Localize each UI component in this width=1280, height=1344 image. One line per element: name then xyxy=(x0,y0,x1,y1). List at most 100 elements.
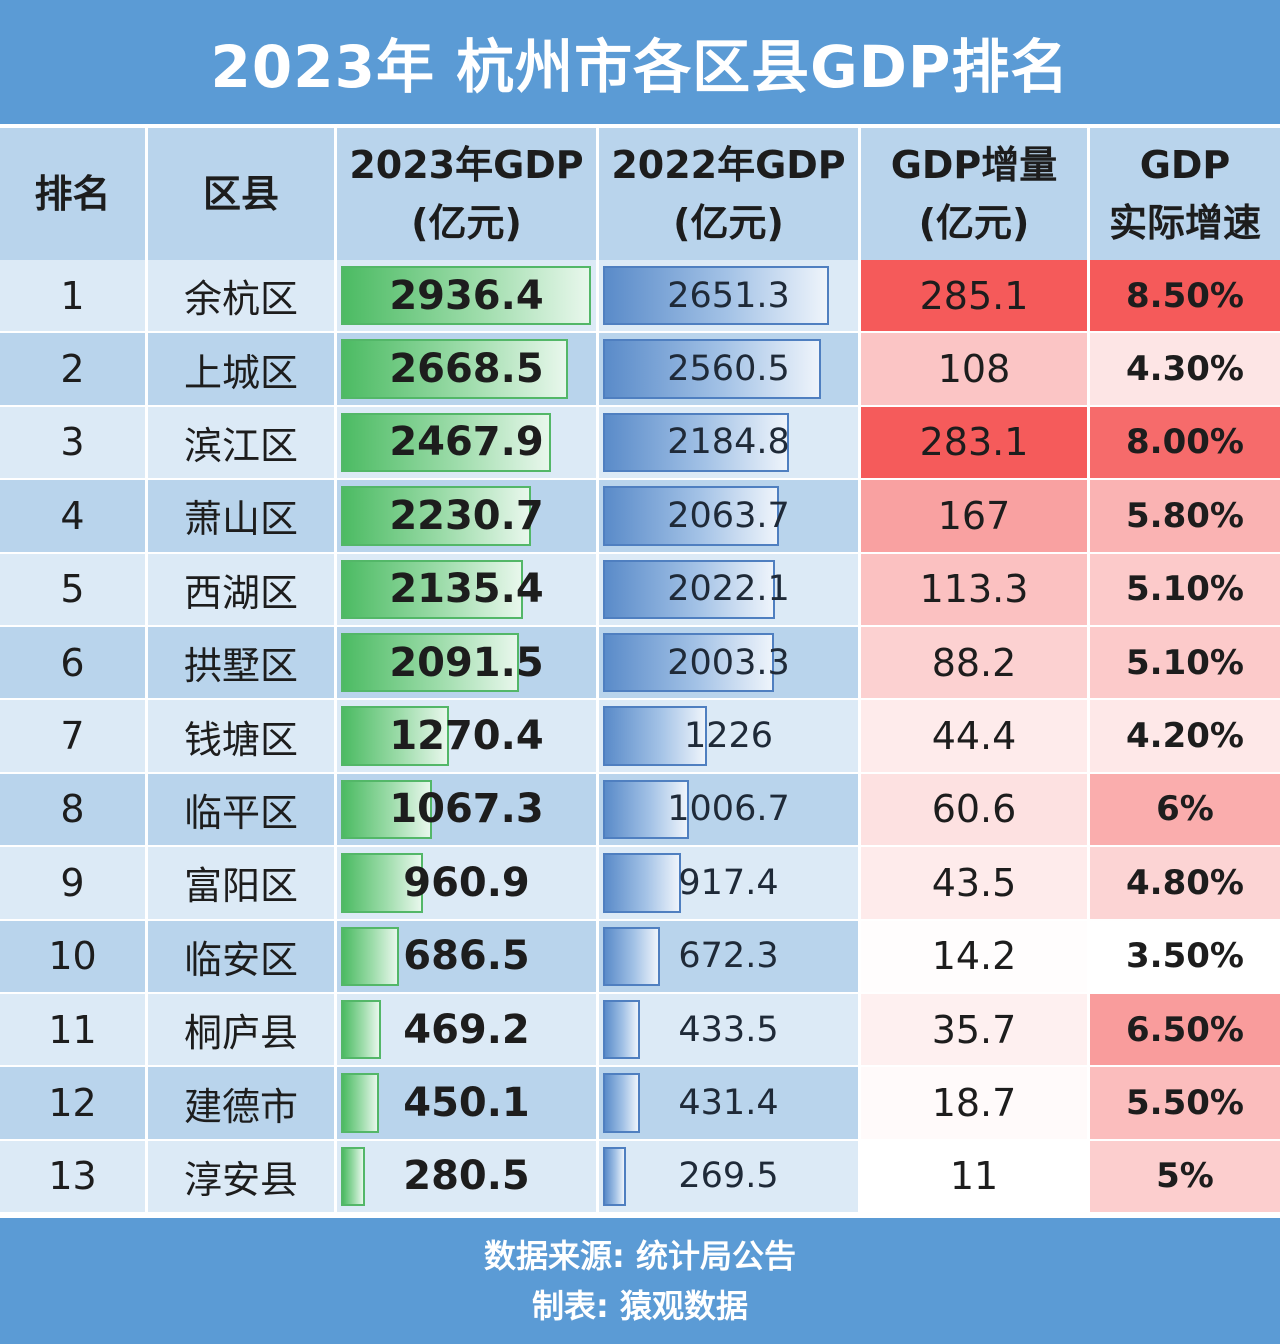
district-cell: 拱墅区 xyxy=(148,627,337,701)
district-cell: 淳安县 xyxy=(148,1140,337,1215)
gdp2022-cell: 2003.3 xyxy=(599,627,861,701)
growth-cell: 5.10% xyxy=(1090,627,1280,701)
rank-value: 6 xyxy=(60,640,85,685)
gdp2023-cell: 2091.5 xyxy=(337,627,599,701)
gdp2022-bar xyxy=(603,1073,640,1133)
district-name: 桐庐县 xyxy=(183,1011,298,1056)
rank-value: 5 xyxy=(60,567,85,612)
increase-cell: 113.3 xyxy=(861,553,1090,627)
gdp-ranking-table: 排名 区县 2023年GDP (亿元) 2022年GDP (亿元) GDP增量 … xyxy=(0,128,1280,1215)
rank-value: 8 xyxy=(60,787,85,832)
gdp2023-cell: 2936.4 xyxy=(337,260,599,334)
growth-cell: 6.50% xyxy=(1090,994,1280,1068)
gdp2022-value: 433.5 xyxy=(678,1009,779,1050)
growth-value: 5.10% xyxy=(1126,569,1244,610)
district-cell: 萧山区 xyxy=(148,480,337,554)
increase-cell: 285.1 xyxy=(861,260,1090,334)
gdp2022-bar xyxy=(603,486,779,546)
growth-cell: 5.10% xyxy=(1090,553,1280,627)
district-cell: 临安区 xyxy=(148,920,337,994)
gdp2023-cell: 1067.3 xyxy=(337,773,599,848)
increase-value: 43.5 xyxy=(931,860,1017,905)
gdp2023-value: 2230.7 xyxy=(389,492,544,539)
rank-value: 2 xyxy=(60,347,85,392)
growth-cell: 5.80% xyxy=(1090,480,1280,554)
rank-value: 13 xyxy=(48,1154,97,1199)
gdp2022-cell: 2184.8 xyxy=(599,406,861,481)
gdp2023-bar xyxy=(341,779,432,840)
gdp2023-bar xyxy=(341,926,400,986)
growth-cell: 4.80% xyxy=(1090,847,1280,921)
footer-source: 数据来源: 统计局公告 xyxy=(484,1237,796,1275)
header-growth: GDP 实际增速 xyxy=(1090,128,1280,260)
increase-value: 113.3 xyxy=(919,567,1029,612)
rank-cell: 6 xyxy=(0,627,148,701)
header-rank: 排名 xyxy=(0,128,148,260)
growth-value: 5.50% xyxy=(1126,1083,1244,1124)
increase-cell: 283.1 xyxy=(861,406,1090,481)
district-name: 临安区 xyxy=(183,937,298,982)
gdp2022-bar xyxy=(603,779,689,840)
growth-cell: 5% xyxy=(1090,1140,1280,1215)
gdp2022-value: 2063.7 xyxy=(667,495,790,536)
gdp2022-bar xyxy=(603,339,821,399)
gdp2023-value: 1270.4 xyxy=(389,713,544,760)
gdp2022-value: 2651.3 xyxy=(667,275,790,316)
gdp2023-value: 960.9 xyxy=(403,859,530,906)
increase-cell: 167 xyxy=(861,480,1090,554)
gdp2022-cell: 269.5 xyxy=(599,1140,861,1215)
rank-cell: 4 xyxy=(0,480,148,554)
gdp2023-cell: 686.5 xyxy=(337,920,599,994)
header-increase-line1: GDP增量 xyxy=(890,143,1058,187)
gdp2022-value: 2560.5 xyxy=(667,349,790,390)
gdp2022-cell: 1226 xyxy=(599,700,861,774)
rank-cell: 8 xyxy=(0,773,148,848)
gdp2022-bar xyxy=(603,706,708,766)
gdp2023-value: 1067.3 xyxy=(389,786,544,833)
district-cell: 临平区 xyxy=(148,773,337,848)
gdp2022-value: 431.4 xyxy=(678,1083,779,1124)
table-row: 3 滨江区 2467.9 2184.8 283.1 8.00% xyxy=(0,406,1280,481)
growth-value: 8.00% xyxy=(1126,422,1244,463)
district-name: 萧山区 xyxy=(183,497,298,542)
table-row: 6 拱墅区 2091.5 2003.3 88.2 5.10% xyxy=(0,627,1280,701)
gdp2022-value: 2022.1 xyxy=(667,569,790,610)
gdp2022-cell: 433.5 xyxy=(599,994,861,1068)
title-bar: 2023年 杭州市各区县GDP排名 xyxy=(0,0,1280,124)
gdp2023-cell: 2135.4 xyxy=(337,553,599,627)
table-row: 13 淳安县 280.5 269.5 11 5% xyxy=(0,1140,1280,1215)
gdp2022-value: 1226 xyxy=(683,716,774,757)
gdp2023-value: 2091.5 xyxy=(389,639,544,686)
gdp2022-bar xyxy=(603,1000,640,1060)
rank-cell: 7 xyxy=(0,700,148,774)
increase-cell: 14.2 xyxy=(861,920,1090,994)
table-row: 7 钱塘区 1270.4 1226 44.4 4.20% xyxy=(0,700,1280,774)
gdp2023-bar xyxy=(341,266,591,326)
increase-cell: 88.2 xyxy=(861,627,1090,701)
district-name: 余杭区 xyxy=(183,277,298,322)
gdp2023-bar xyxy=(341,412,552,473)
rank-value: 9 xyxy=(60,860,85,905)
growth-value: 4.80% xyxy=(1126,862,1244,903)
district-name: 钱塘区 xyxy=(183,717,298,762)
district-cell: 桐庐县 xyxy=(148,994,337,1068)
increase-value: 108 xyxy=(937,347,1011,392)
district-name: 西湖区 xyxy=(183,570,298,615)
gdp2023-bar xyxy=(341,853,423,913)
gdp2023-cell: 2230.7 xyxy=(337,480,599,554)
gdp2023-cell: 1270.4 xyxy=(337,700,599,774)
table-row: 11 桐庐县 469.2 433.5 35.7 6.50% xyxy=(0,994,1280,1068)
gdp2023-bar xyxy=(341,486,531,546)
growth-value: 5.10% xyxy=(1126,642,1244,683)
rank-value: 11 xyxy=(48,1007,97,1052)
gdp2023-bar xyxy=(341,1146,365,1207)
growth-value: 5% xyxy=(1156,1156,1214,1197)
rank-cell: 10 xyxy=(0,920,148,994)
header-district: 区县 xyxy=(148,128,337,260)
increase-value: 35.7 xyxy=(931,1007,1017,1052)
rank-cell: 5 xyxy=(0,553,148,627)
gdp2022-bar xyxy=(603,926,661,986)
gdp2023-bar xyxy=(341,559,523,619)
table-row: 8 临平区 1067.3 1006.7 60.6 6% xyxy=(0,773,1280,848)
